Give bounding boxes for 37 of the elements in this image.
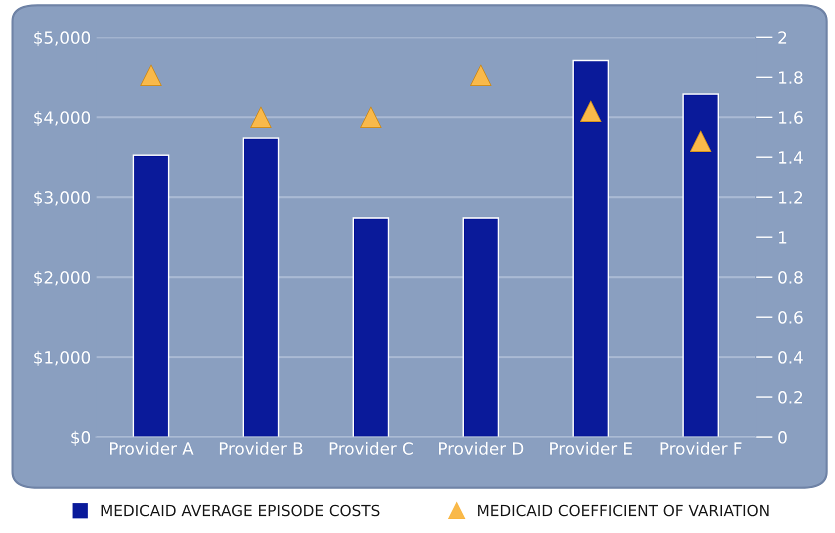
- x-tick-label: Provider B: [220, 442, 302, 455]
- point: [360, 106, 382, 128]
- y2-tick-label: 0.2: [778, 391, 802, 404]
- x-tick-label: Provider A: [110, 442, 194, 455]
- y2-tick-label: 0: [778, 431, 787, 444]
- y-tick-label: $3,000: [34, 190, 90, 206]
- y2-tick-label: 0.4: [778, 351, 803, 364]
- y-tick-label: $2,000: [34, 270, 90, 286]
- y-tick-label: $0: [71, 430, 90, 446]
- bar: [462, 217, 500, 438]
- y2-tick-label: 0.6: [778, 311, 803, 324]
- x-tick-label: Provider F: [660, 442, 742, 455]
- y2-tick-label: 1.6: [779, 111, 803, 124]
- y2-tick-label: 1: [779, 231, 786, 244]
- y-tick-label: $5,000: [34, 30, 90, 46]
- x-tick-label: Provider D: [439, 442, 524, 455]
- y2-tick-label: 1.4: [779, 151, 803, 164]
- bar: [682, 93, 719, 438]
- bar: [572, 60, 610, 438]
- legend-label: MEDICAID AVERAGE EPISODE COSTS: [102, 504, 380, 516]
- point: [470, 64, 492, 86]
- x-tick-label: Provider C: [330, 442, 413, 455]
- bar: [352, 217, 390, 438]
- point: [250, 106, 272, 128]
- y2-tick-label: 0.8: [778, 271, 803, 284]
- y2-tick-label: 1.2: [779, 191, 802, 204]
- point: [690, 130, 712, 152]
- x-tick-label: Provider E: [550, 442, 632, 455]
- y2-tick-label: 2: [778, 31, 786, 44]
- y-tick-label: $4,000: [34, 110, 90, 126]
- y2-tick-label: 1.8: [779, 71, 803, 84]
- bar: [242, 137, 280, 438]
- y-tick-label: $1,000: [34, 350, 90, 366]
- point: [140, 64, 162, 86]
- point: [580, 100, 602, 122]
- legend-label: MEDICAID COEFFICIENT OF VARIATION: [478, 504, 769, 516]
- bar: [132, 154, 170, 438]
